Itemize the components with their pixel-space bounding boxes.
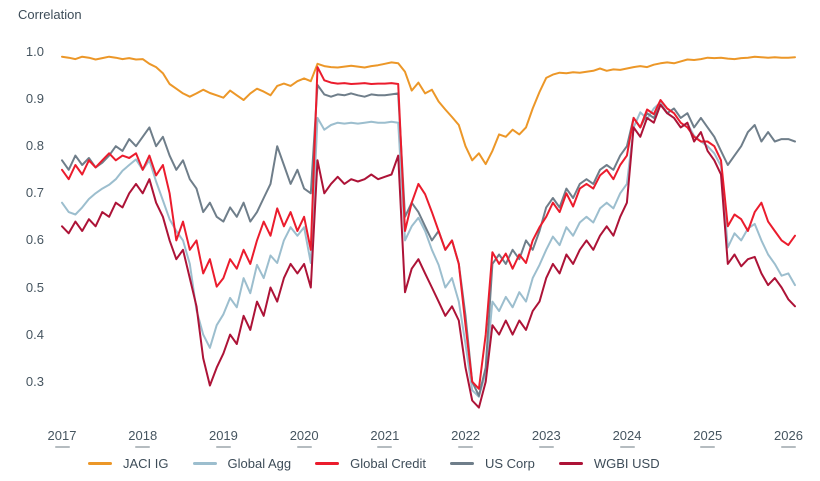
x-tick-mark bbox=[780, 446, 796, 448]
series-line-global-credit bbox=[61, 66, 796, 390]
legend-line-swatch bbox=[558, 462, 583, 465]
legend-label: JACI IG bbox=[123, 456, 169, 471]
x-tick-mark bbox=[458, 446, 474, 448]
x-tick-mark bbox=[377, 446, 393, 448]
legend-line-swatch bbox=[315, 462, 340, 465]
x-tick-label: 2023 bbox=[531, 428, 561, 443]
x-tick-mark bbox=[54, 446, 70, 448]
y-tick-label: 0.3 bbox=[25, 373, 44, 389]
legend-label: Global Agg bbox=[227, 456, 292, 471]
x-tick-label: 2017 bbox=[47, 428, 77, 443]
legend-label: Global Credit bbox=[350, 456, 426, 471]
legend-line-swatch bbox=[88, 462, 112, 465]
legend: JACI IG Global Agg Global Credit US Corp WGB… bbox=[88, 456, 660, 471]
y-tick-label: 0.8 bbox=[25, 138, 44, 154]
legend-item-global-agg[interactable]: Global Agg bbox=[192, 456, 292, 471]
x-tick-label: 2019 bbox=[208, 428, 238, 443]
x-tick-mark bbox=[135, 446, 151, 448]
series-line-jaci-ig bbox=[61, 55, 796, 166]
legend-item-global-credit[interactable]: Global Credit bbox=[315, 456, 426, 471]
y-tick-label: 0.4 bbox=[25, 326, 44, 342]
legend-label: WGBI USD bbox=[593, 456, 660, 471]
x-tick-mark bbox=[700, 446, 716, 448]
y-tick-label: 0.7 bbox=[25, 185, 44, 201]
x-tick-mark bbox=[619, 446, 635, 448]
legend-line-swatch bbox=[450, 462, 474, 465]
legend-item-us-corp[interactable]: US Corp bbox=[450, 456, 535, 471]
y-tick-label: 0.5 bbox=[25, 279, 44, 295]
x-tick-label: 2018 bbox=[128, 428, 158, 443]
x-tick-label: 2025 bbox=[693, 428, 723, 443]
x-tick-label: 2021 bbox=[370, 428, 400, 443]
x-tick-label: 2026 bbox=[774, 428, 803, 443]
legend-line-swatch bbox=[192, 462, 217, 465]
series-line-wgbi-usd bbox=[61, 103, 796, 409]
x-tick-label: 2024 bbox=[612, 428, 642, 443]
x-tick-mark bbox=[215, 446, 231, 448]
y-tick-label: 1.0 bbox=[25, 44, 44, 59]
x-tick-label: 2022 bbox=[451, 428, 481, 443]
legend-label: US Corp bbox=[485, 456, 535, 471]
x-tick-label: 2020 bbox=[289, 428, 319, 443]
y-tick-label: 0.6 bbox=[25, 232, 44, 248]
x-tick-mark bbox=[538, 446, 554, 448]
x-tick-mark bbox=[296, 446, 312, 448]
y-tick-label: 0.9 bbox=[25, 91, 44, 107]
series-line-us-corp bbox=[61, 84, 796, 397]
legend-item-wgbi-usd[interactable]: WGBI USD bbox=[558, 456, 660, 471]
legend-item-jaci-ig[interactable]: JACI IG bbox=[88, 456, 169, 471]
y-axis-title: Correlation bbox=[18, 7, 82, 22]
